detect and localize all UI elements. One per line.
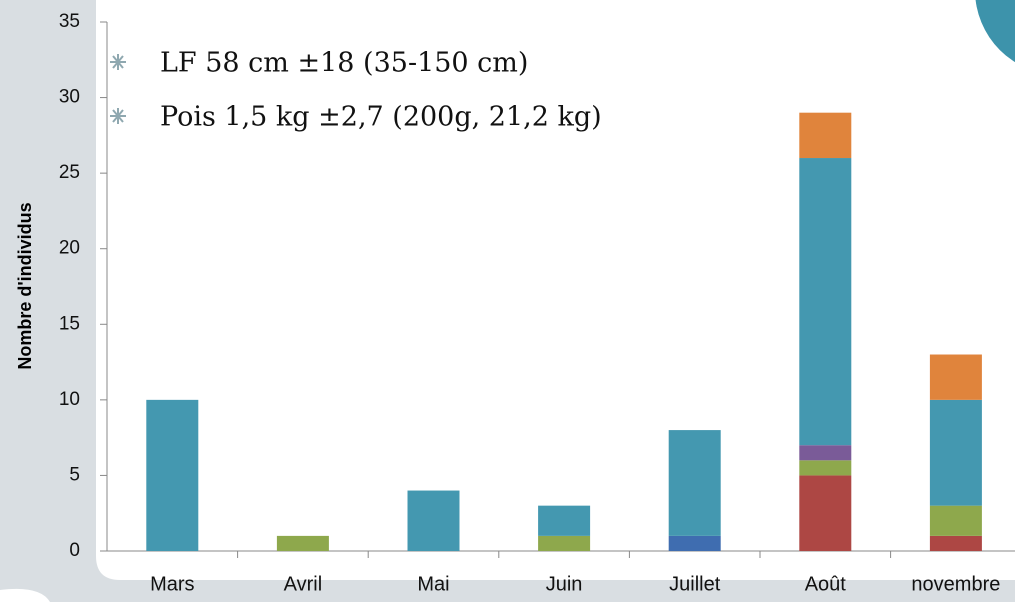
x-tick-label: Juin [546,573,583,595]
corner-circle [975,0,1015,63]
y-tick-label: 20 [59,238,80,259]
bar-segment [538,535,591,551]
bar-segment [929,535,982,551]
annotation: Pois 1,5 kg ±2,7 (200g, 21,2 kg) [160,102,602,133]
bullet [110,108,126,124]
bar-segment [668,430,721,536]
x-tick-label: Avril [284,573,323,595]
bar-segment [407,490,460,551]
bar-segment [799,445,852,461]
bar-segment [799,460,852,476]
bar-segment [276,535,329,551]
y-tick-label: 25 [59,162,80,183]
annotation: LF 58 cm ±18 (35-150 cm) [160,48,528,79]
y-tick-label: 5 [69,464,80,485]
bar-segment [668,535,721,551]
x-tick-label: Août [805,573,847,595]
bar-segment [538,505,591,536]
y-axis-label: Nombre d'individus [15,202,35,369]
y-tick-label: 10 [59,389,80,410]
x-tick-label: Juillet [669,573,721,595]
bullet [110,54,126,70]
x-tick-label: novembre [911,573,1000,595]
bar-segment [929,399,982,506]
page-curl [0,588,50,602]
bar-segment [146,399,199,551]
slide-panel [96,0,1015,580]
bar-segment [799,112,852,159]
bar-segment [929,505,982,536]
bar-segment [799,158,852,446]
y-tick-label: 30 [59,87,80,108]
x-tick-label: Mai [417,573,449,595]
y-tick-label: 35 [59,11,80,32]
bar-segment [929,354,982,400]
y-tick-label: 15 [59,313,80,334]
bar-segment [799,475,852,551]
x-tick-label: Mars [150,573,194,595]
y-tick-label: 0 [69,540,80,561]
